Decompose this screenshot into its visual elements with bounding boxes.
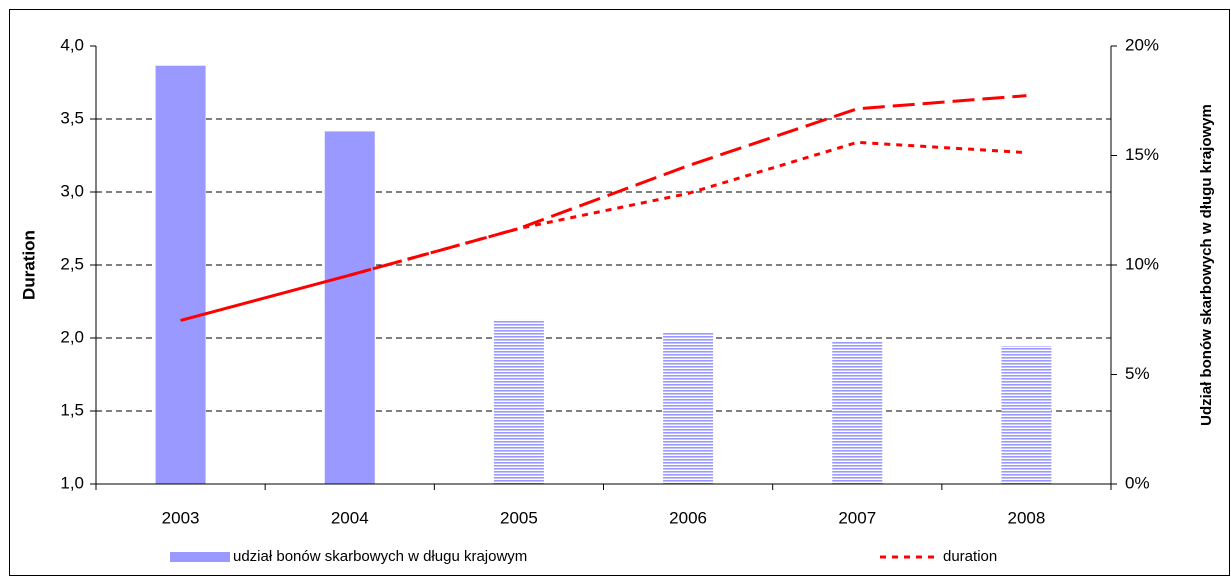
y-tick-label: 2,5 [60,254,84,273]
y-tick-label: 4,0 [60,35,84,54]
bar [1001,346,1052,484]
x-tick-label: 2005 [500,508,538,527]
y-tick-label: 3,0 [60,181,84,200]
y-tick-label: 1,0 [60,473,84,492]
y-axis-title: Duration [19,230,38,300]
bar [493,319,544,484]
line [349,94,1027,277]
x-tick-label: 2004 [331,508,369,527]
x-tick-label: 2008 [1008,508,1046,527]
y2-tick-label: 15% [1125,145,1159,164]
y-tick-label: 2,0 [60,327,84,346]
y2-tick-label: 10% [1125,254,1159,273]
x-tick-label: 2003 [162,508,200,527]
bar [663,332,714,484]
line [349,140,1027,277]
line [180,273,351,322]
bar [324,131,375,484]
legend-label: udział bonów skarbowych w długu krajowym [233,548,527,565]
y-tick-label: 3,5 [60,108,84,127]
y2-tick-label: 0% [1125,473,1150,492]
y2-tick-label: 20% [1125,35,1159,54]
y2-tick-label: 5% [1125,364,1150,383]
legend-label: duration [943,548,997,565]
x-tick-label: 2007 [838,508,876,527]
legend-swatch [170,552,230,562]
x-tick-label: 2006 [669,508,707,527]
bar [832,341,883,484]
y2-axis-title: Udział bonów skarbowych w długu krajowym [1198,104,1215,426]
y-tick-label: 1,5 [60,400,84,419]
chart-border [9,9,1230,576]
bar [155,65,206,485]
